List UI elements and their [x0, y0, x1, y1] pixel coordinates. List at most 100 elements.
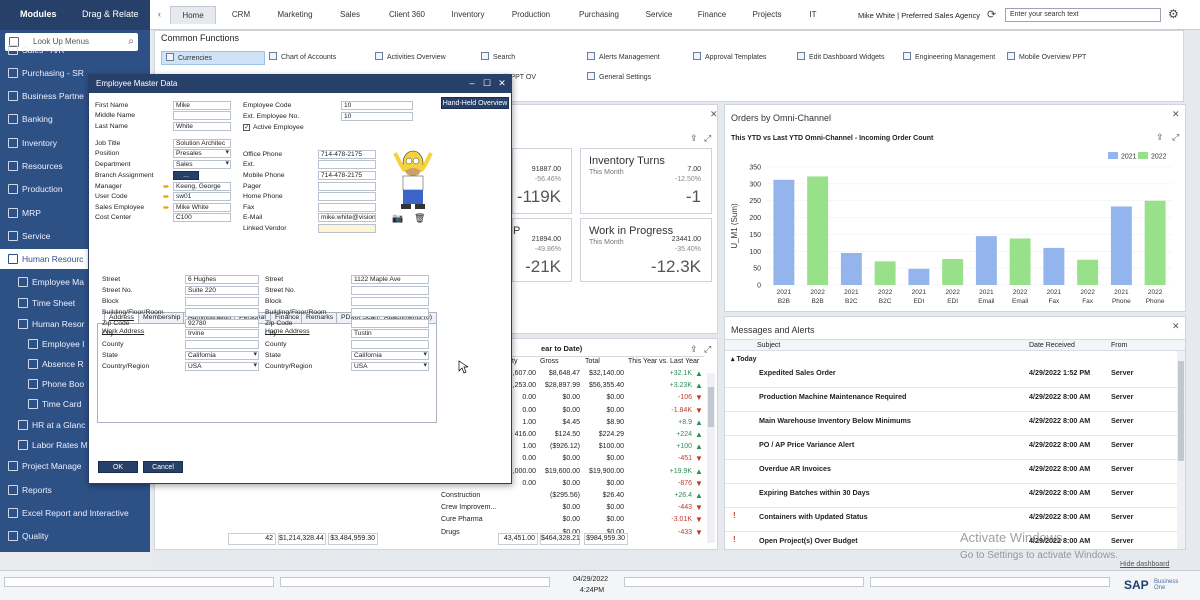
message-row[interactable]: Main Warehouse Inventory Below Minimums 4… — [725, 412, 1185, 436]
link-arrow-icon[interactable]: ➨ — [163, 192, 170, 201]
message-row[interactable]: Expiring Batches within 30 Days 4/29/2022… — [725, 484, 1185, 508]
refresh-icon[interactable]: ⟳ — [987, 9, 997, 21]
nav-tab-service[interactable]: Service — [645, 10, 673, 19]
work-address-field[interactable] — [185, 297, 259, 306]
field-empcode[interactable]: 10 — [341, 101, 413, 110]
field-extno[interactable]: 10 — [341, 112, 413, 121]
field-manager[interactable]: Keeng, George — [173, 182, 231, 191]
column-header[interactable]: Total — [585, 358, 600, 365]
field-linked[interactable] — [318, 224, 376, 233]
close-icon[interactable]: ✕ — [1172, 321, 1180, 331]
field-position[interactable]: Presales — [173, 149, 231, 158]
link-arrow-icon[interactable]: ➨ — [163, 182, 170, 191]
expand-icon[interactable]: ⤢ — [1172, 132, 1180, 142]
nav-tab-production[interactable]: Production — [511, 10, 551, 19]
chevron-left-icon[interactable]: ‹ — [158, 9, 161, 19]
common-function-item[interactable]: Approval Templates — [693, 51, 766, 65]
kpi-tile[interactable]: 91887.00 -56.46% -119K — [512, 148, 572, 214]
field-email[interactable]: mike.white@vision3 — [318, 213, 376, 222]
sidebar-item[interactable]: Production — [0, 179, 150, 199]
column-header[interactable]: Gross — [540, 358, 559, 365]
ok-button[interactable]: OK — [98, 461, 138, 473]
drag-relate-tab[interactable]: Drag & Relate — [82, 9, 139, 19]
link-arrow-icon[interactable]: ➨ — [163, 203, 170, 212]
close-icon[interactable]: ✕ — [1172, 109, 1180, 119]
lookup-menus-input[interactable]: Look Up Menus ⌕ — [5, 33, 138, 51]
hand-held-overview-button[interactable]: Hand-Held Overview — [441, 97, 509, 109]
kpi-tile[interactable]: Inventory Turns This Month 7.00 -12.50% -1 — [580, 148, 712, 214]
sidebar-item[interactable]: Service — [0, 226, 150, 246]
sidebar-item[interactable]: Project Manage — [0, 456, 150, 476]
column-header[interactable]: ty — [512, 358, 518, 365]
home-address-field[interactable] — [351, 340, 429, 349]
close-icon[interactable]: ✕ — [710, 109, 718, 119]
nav-tab-projects[interactable]: Projects — [752, 10, 782, 19]
field-office[interactable]: 714-478-2175 — [318, 150, 376, 159]
common-function-item[interactable]: Mobile Overview PPT — [1007, 51, 1086, 65]
sidebar-item[interactable]: Time Sheet — [0, 293, 150, 313]
sidebar-item[interactable]: Reports — [0, 480, 150, 500]
close-icon[interactable]: ✕ — [498, 78, 506, 88]
message-row[interactable]: PO / AP Price Variance Alert 4/29/2022 8:… — [725, 436, 1185, 460]
nav-tab-purchasing[interactable]: Purchasing — [578, 10, 620, 19]
branch-assignment-button[interactable]: ... — [173, 171, 199, 180]
field-ext[interactable] — [318, 160, 376, 169]
sidebar-item[interactable]: HR at a Glanc — [0, 415, 150, 435]
home-address-field[interactable]: 1122 Maple Ave — [351, 275, 429, 284]
column-header[interactable]: This Year vs. Last Year — [628, 358, 700, 365]
hide-dashboard-link[interactable]: Hide dashboard — [1120, 561, 1170, 568]
common-function-item[interactable]: Currencies — [161, 51, 265, 65]
work-address-field[interactable]: 92780 — [185, 319, 259, 328]
home-address-field[interactable] — [351, 297, 429, 306]
sidebar-item[interactable]: Employee I — [0, 334, 150, 354]
nav-tab-marketing[interactable]: Marketing — [277, 10, 313, 19]
kpi-tile[interactable]: P 21894.00 -49.86% -21K — [512, 218, 572, 282]
column-header[interactable]: Date Received — [1029, 342, 1075, 349]
search-icon[interactable]: ⌕ — [128, 36, 134, 47]
expand-icon[interactable]: ⤢ — [704, 133, 712, 143]
common-function-item[interactable]: Chart of Accounts — [269, 51, 336, 65]
column-header[interactable]: From — [1111, 342, 1128, 349]
minimize-icon[interactable]: – — [469, 78, 475, 88]
field-mobile[interactable]: 714-478-2175 — [318, 171, 376, 180]
nav-tab-it[interactable]: IT — [809, 10, 817, 19]
expand-icon[interactable]: ⤢ — [704, 344, 712, 354]
nav-tab-inventory[interactable]: Inventory — [451, 10, 485, 19]
kpi-tile[interactable]: Work in Progress This Month 23441.00 -35.40… — [580, 218, 712, 282]
work-address-field[interactable] — [185, 308, 259, 317]
nav-tab-crm[interactable]: CRM — [231, 10, 251, 19]
field-dept[interactable]: Sales — [173, 160, 231, 169]
work-address-field[interactable]: California — [185, 351, 259, 360]
message-row[interactable]: ! Containers with Updated Status 4/29/2022… — [725, 508, 1185, 532]
sidebar-item[interactable]: Phone Boo — [0, 374, 150, 394]
camera-icon[interactable]: 📷 — [392, 213, 404, 223]
field-fax[interactable] — [318, 203, 376, 212]
nav-tab-home[interactable]: Home — [170, 6, 216, 24]
field-cost[interactable]: C100 — [173, 213, 231, 222]
export-icon[interactable]: ⇪ — [690, 344, 698, 354]
common-function-item[interactable]: Edit Dashboard Widgets — [797, 51, 884, 65]
sidebar-item[interactable]: Sales - A/R — [0, 40, 150, 60]
field-salesemp[interactable]: Mike White — [173, 203, 231, 212]
common-function-item[interactable]: Activities Overview — [375, 51, 446, 65]
message-row[interactable]: ! Open Project(s) Over Budget 4/29/2022 8:… — [725, 532, 1185, 549]
search-input[interactable]: Enter your search text — [1005, 8, 1161, 22]
home-address-field[interactable] — [351, 319, 429, 328]
sidebar-item[interactable]: Quality — [0, 526, 150, 546]
delete-photo-icon[interactable]: 🗑 — [414, 213, 426, 223]
field-job[interactable]: Solution Architec — [173, 139, 231, 148]
sidebar-item[interactable]: Excel Report and Interactive — [0, 503, 150, 523]
export-icon[interactable]: ⇪ — [1156, 132, 1164, 142]
nav-tab-sales[interactable]: Sales — [339, 10, 360, 19]
sidebar-item[interactable]: Employee Ma — [0, 272, 150, 292]
field-pager[interactable] — [318, 182, 376, 191]
field-last[interactable]: White — [173, 122, 231, 131]
cancel-button[interactable]: Cancel — [143, 461, 183, 473]
sidebar-item[interactable]: Purchasing - SR — [0, 63, 150, 83]
message-row[interactable]: Overdue AR Invoices 4/29/2022 8:00 AM Serv… — [725, 460, 1185, 484]
active-employee-checkbox[interactable]: ✓ — [243, 124, 250, 131]
sidebar-item[interactable]: Labor Rates M — [0, 435, 150, 455]
common-function-item[interactable]: General Settings — [587, 71, 651, 85]
work-address-field[interactable]: 6 Hughes — [185, 275, 259, 284]
common-function-item[interactable]: Engineering Management — [903, 51, 995, 65]
